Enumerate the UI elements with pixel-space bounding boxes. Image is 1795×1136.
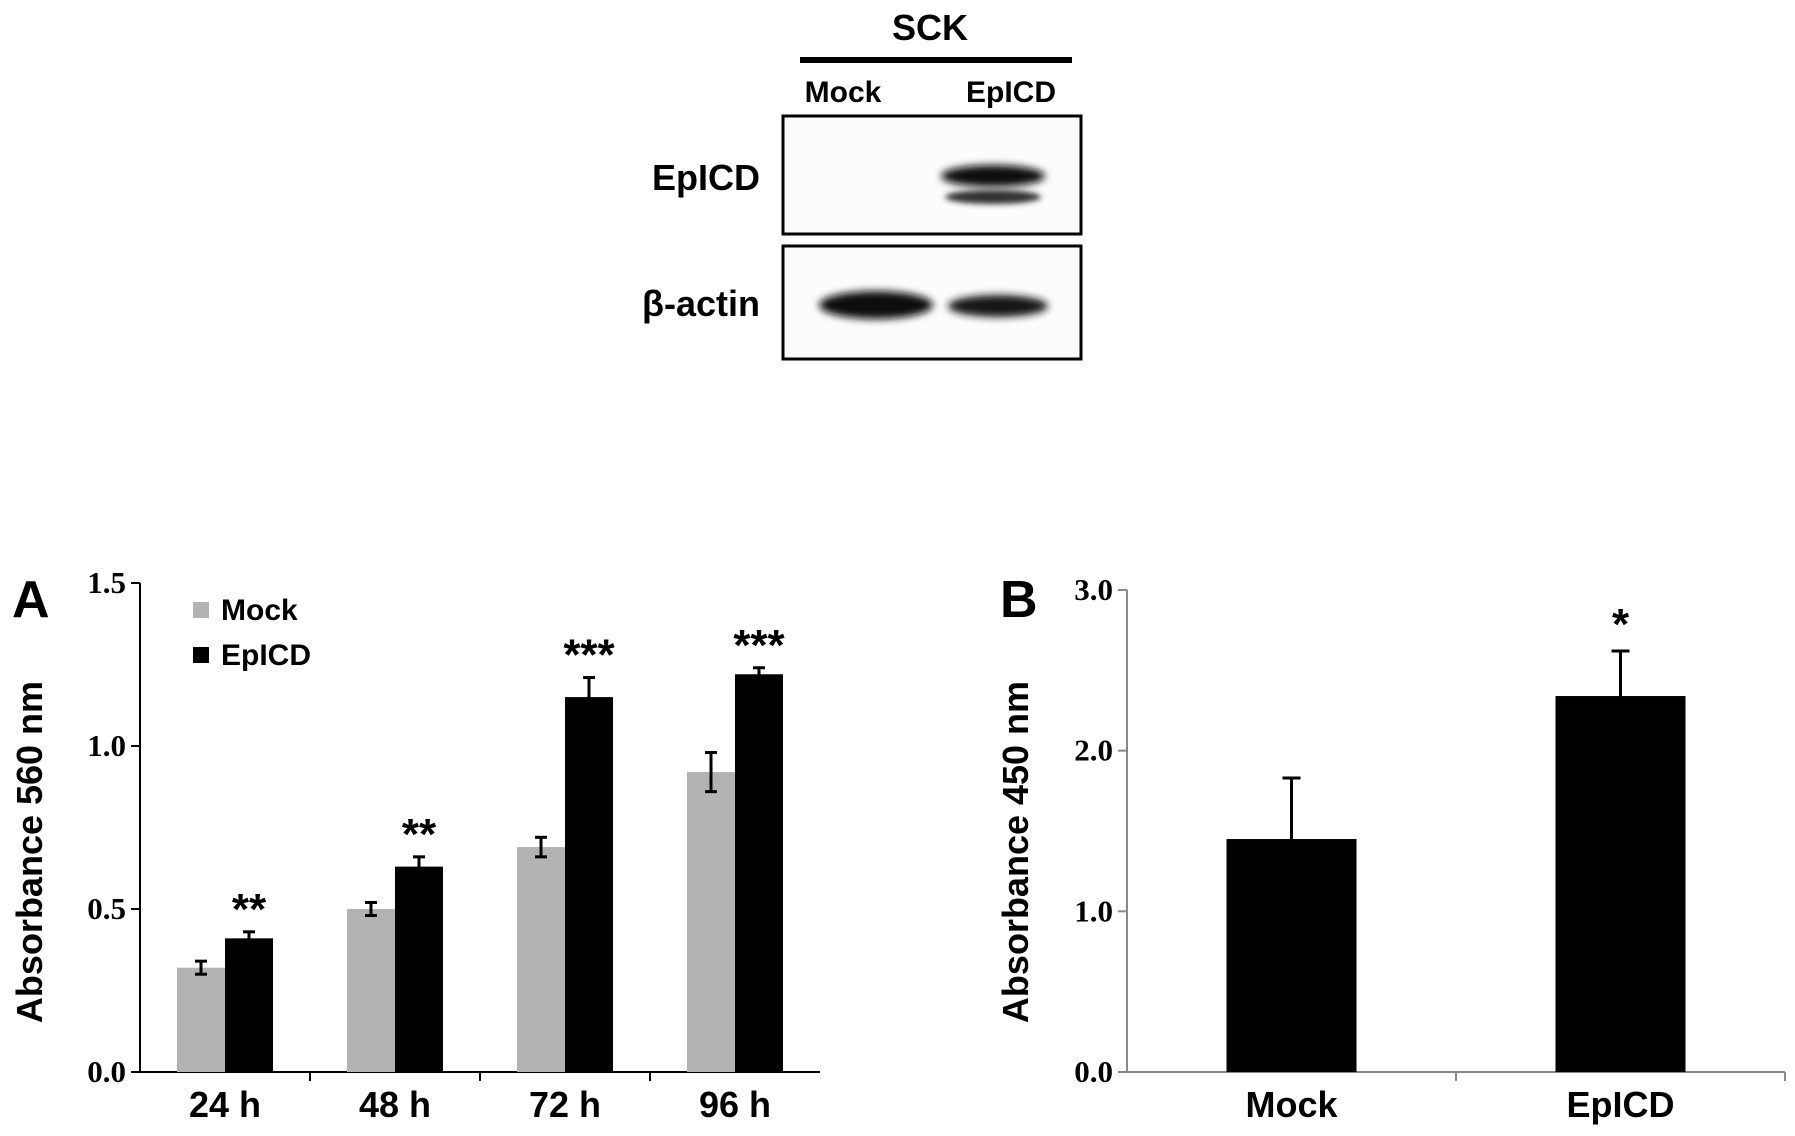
epicd-band-lower [945,190,1041,204]
panel-b-significance: * [1612,600,1630,649]
panel-a-bar-epicd [395,866,443,1072]
panel-b-y-tick-labels: 0.0 1.0 2.0 3.0 [1074,572,1113,1089]
legend-label-epicd: EpICD [221,639,311,672]
epicd-band-upper [941,165,1045,187]
panel-a-significance: ** [232,885,267,934]
panel-b-y-tick-label: 0.0 [1074,1054,1113,1089]
blot-lane-epicd: EpICD [966,76,1056,109]
panel-b-bars: * [1226,600,1686,1072]
panel-a-x-tick-label: 72 h [529,1084,601,1125]
epicd-bands [941,165,1045,204]
panel-a-x-tick-label: 96 h [699,1084,771,1125]
panel-a-y-tick-label: 0.0 [87,1054,126,1089]
legend-swatch-epicd [193,647,209,663]
western-blot: SCK Mock EpICD EpICD β-actin [642,7,1083,361]
panel-a-legend: Mock EpICD [193,594,311,672]
panel-a-bar-mock [517,847,565,1072]
panel-a-x-tick-label: 24 h [189,1084,261,1125]
blot-title: SCK [892,7,968,48]
panel-a-y-tick-labels: 0.0 0.5 1.0 1.5 [87,565,126,1089]
panel-a-ylabel: Absorbance 560 nm [9,681,50,1023]
panel-a-significance: *** [563,631,615,680]
panel-a-label: A [12,571,50,629]
panel-a-bar-epicd [565,697,613,1072]
panel-b-bar-mock [1226,839,1357,1072]
panel-b-y-tick-label: 3.0 [1074,572,1113,607]
panel-a-x-tick-label: 48 h [359,1084,431,1125]
beta-actin-band-mock [819,291,933,319]
panel-a-y-tick-label: 0.5 [87,891,126,926]
panel-b-y-tick-label: 2.0 [1074,733,1113,768]
panel-b-bar-epicd [1555,696,1686,1072]
panel-b: B Absorbance 450 nm * Mock EpICD 0.0 1.0 2.… [995,571,1786,1125]
panel-a-significance: *** [733,621,785,670]
panel-a-bar-mock [177,967,225,1072]
panel-b-y-tick-label: 1.0 [1074,893,1113,928]
panel-a-bars: ******* *** [177,621,786,1072]
panel-a-x-tick-labels: 24 h 48 h 72 h 96 h [189,1084,771,1125]
panel-a-bar-mock [347,909,395,1072]
blot-row-epicd: EpICD [652,157,760,198]
blot-lane-mock: Mock [805,76,882,109]
panel-b-ylabel: Absorbance 450 nm [995,681,1036,1023]
panel-a-y-tick-label: 1.0 [87,728,126,763]
panel-b-label: B [1000,571,1038,629]
beta-actin-band-epicd [948,295,1048,317]
panel-b-x-tick-labels: Mock EpICD [1245,1084,1674,1125]
panel-a-y-tick-label: 1.5 [87,565,126,600]
panel-a-bar-epicd [735,674,783,1072]
panel-b-x-tick-label: Mock [1245,1084,1338,1125]
blot-row-beta-actin: β-actin [642,283,760,324]
beta-actin-bands [819,291,1048,319]
legend-swatch-mock [193,602,209,618]
panel-b-x-tick-label: EpICD [1567,1084,1675,1125]
panel-a-significance: ** [402,810,437,859]
panel-a-bar-epicd [225,938,273,1072]
panel-a-bar-mock [687,772,735,1072]
legend-label-mock: Mock [221,594,298,627]
